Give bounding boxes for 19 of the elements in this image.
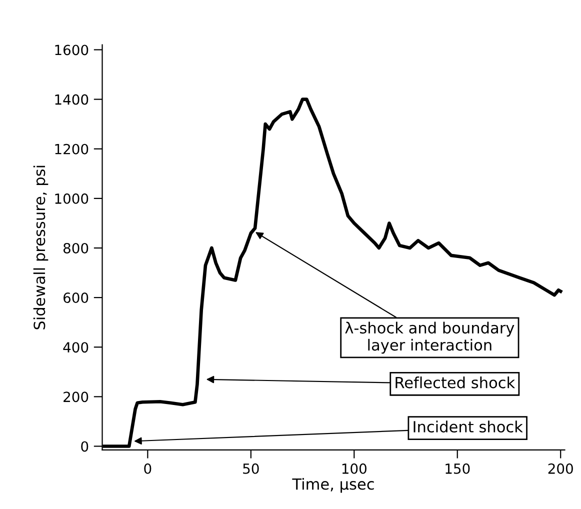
y-tick-label: 200 [64, 392, 88, 402]
x-tick-label: 200 [548, 463, 573, 474]
y-tick-label: 600 [64, 292, 88, 304]
y-axis-title: Sidewall pressure, psi [33, 166, 48, 330]
annotation: λ-shock and boundary layer interaction [345, 322, 514, 354]
y-tick-label: 1200 [55, 144, 88, 154]
y-tick-label: 1000 [55, 193, 88, 204]
x-tick-label: 100 [342, 463, 366, 474]
x-tick-label: 0 [144, 463, 152, 474]
x-axis-title: Time, µsec [292, 478, 374, 493]
x-tick-label: 150 [446, 463, 470, 474]
y-tick-label: 400 [63, 342, 88, 353]
annotation: Incident shock [414, 420, 523, 433]
y-tick-label: 0 [81, 441, 88, 452]
y-tick-label: 1600 [55, 44, 88, 56]
y-tick-label: 800 [63, 242, 88, 254]
annotation: Reflected shock [396, 376, 516, 388]
y-tick-label: 1400 [55, 94, 88, 105]
x-tick-label: 50 [243, 463, 259, 474]
